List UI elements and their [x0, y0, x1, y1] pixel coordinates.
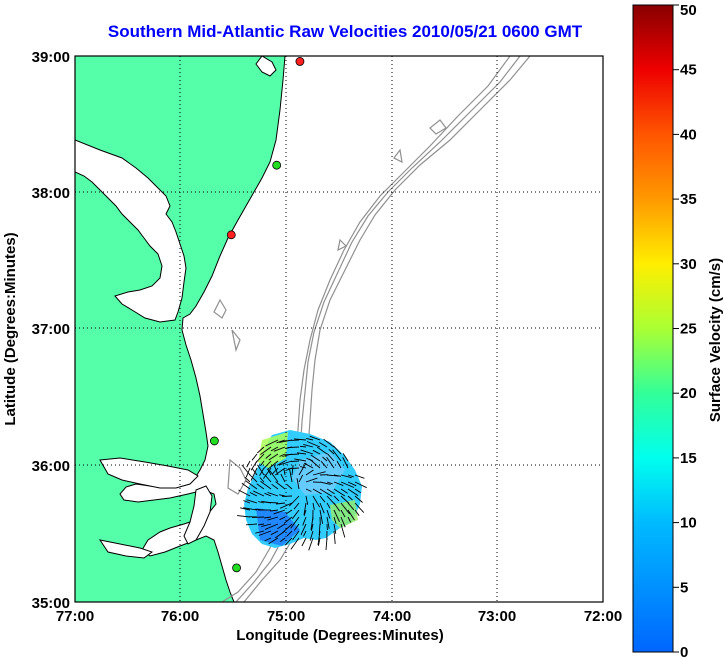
colorbar-tick-label: 10 [680, 515, 697, 532]
radar-station-marker [295, 57, 305, 66]
colorbar-tick-label: 20 [680, 385, 697, 402]
colorbar-tick-label: 0 [680, 644, 688, 659]
chesapeake-bay [75, 139, 187, 323]
x-tick-label: 76:00 [161, 608, 199, 625]
colorbar-tick-label: 50 [680, 2, 697, 19]
y-tick-label: 39:00 [32, 49, 70, 66]
radar-station-marker [226, 230, 236, 240]
colorbar-tick-label: 40 [680, 126, 697, 143]
x-tick-label: 75:00 [267, 608, 305, 625]
y-axis-label: Latitude (Degrees:Minutes) [2, 232, 19, 425]
colorbar-ticks: 0 5 10 15 20 25 30 35 40 45 50 [673, 2, 697, 659]
gridlines [75, 56, 603, 602]
y-tick-label: 35:00 [32, 595, 70, 612]
delaware-bay [255, 56, 277, 77]
colorbar-tick-label: 15 [680, 450, 697, 467]
pamlico-sound [99, 457, 199, 489]
colorbar-tick-label: 45 [680, 62, 697, 79]
pamlico-river [98, 539, 154, 559]
x-tick-label: 74:00 [373, 608, 411, 625]
colorbar [632, 4, 674, 653]
x-axis-label: Longitude (Degrees:Minutes) [236, 627, 444, 644]
radar-station-marker [232, 563, 241, 573]
plot-border [74, 55, 604, 603]
y-tick-label: 36:00 [32, 458, 70, 475]
velocity-vectors [237, 435, 367, 551]
map-title: Southern Mid-Atlantic Raw Velocities 201… [107, 22, 583, 41]
colorbar-label: Surface Velocity (cm/s) [707, 258, 724, 422]
radar-stations [209, 57, 305, 573]
colorbar-tick-label: 5 [680, 579, 688, 596]
colorbar-tick-label: 25 [680, 321, 697, 338]
y-tick-label: 38:00 [32, 185, 70, 202]
outer-banks-lagoon [183, 485, 213, 545]
colorbar-tick-label: 30 [680, 256, 697, 273]
colorbar-tick-label: 35 [680, 191, 697, 208]
x-tick-label: 72:00 [584, 608, 622, 625]
radar-station-marker [209, 436, 219, 446]
x-tick-label: 73:00 [478, 608, 516, 625]
radar-station-marker [272, 160, 282, 170]
x-tick-label: 77:00 [56, 608, 94, 625]
y-tick-label: 37:00 [32, 321, 70, 338]
